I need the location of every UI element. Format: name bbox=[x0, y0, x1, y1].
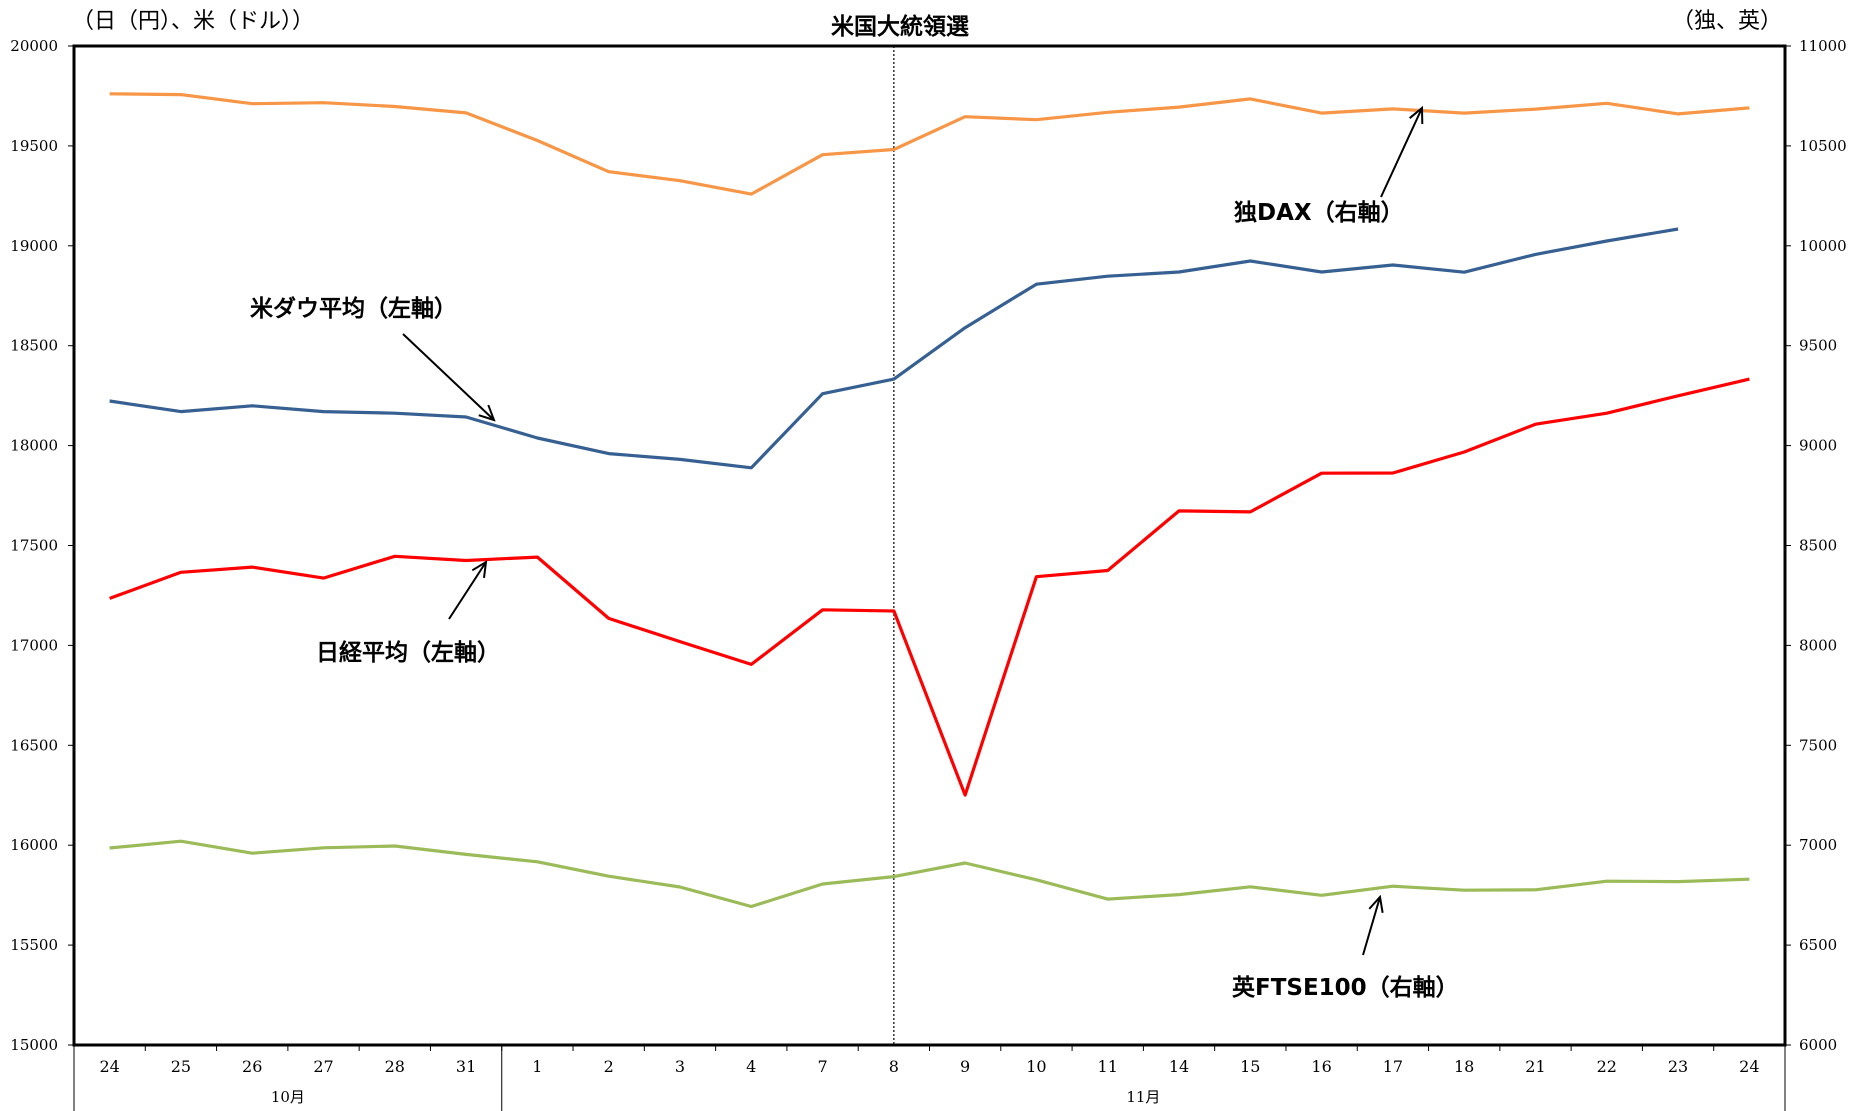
left-y-tick-label: 16000 bbox=[10, 836, 58, 854]
x-tick-label: 28 bbox=[385, 1057, 405, 1076]
nikkei-annotation-arrow-head bbox=[471, 560, 488, 578]
nikkei-line bbox=[109, 377, 1750, 797]
left-y-tick-label: 15500 bbox=[10, 936, 58, 954]
x-tick-label: 1 bbox=[532, 1057, 542, 1076]
dax-annotation-arrow bbox=[1380, 107, 1423, 198]
x-tick-label: 15 bbox=[1240, 1057, 1260, 1076]
left-y-tick-label: 19000 bbox=[10, 237, 58, 255]
x-tick-label: 17 bbox=[1383, 1057, 1403, 1076]
x-tick-label: 25 bbox=[171, 1057, 191, 1076]
dax-annotation-label: 独DAX（右軸） bbox=[1234, 199, 1404, 226]
dax-line bbox=[109, 92, 1750, 196]
right-y-tick-label: 10500 bbox=[1799, 137, 1847, 155]
right-y-tick-label: 8000 bbox=[1799, 636, 1837, 654]
x-tick-label: 10 bbox=[1026, 1057, 1046, 1076]
right-y-tick-label: 6500 bbox=[1799, 936, 1837, 954]
month-label: 11月 bbox=[1126, 1088, 1160, 1106]
right-y-tick-label: 7000 bbox=[1799, 836, 1837, 854]
x-tick-label: 14 bbox=[1169, 1057, 1189, 1076]
left-y-tick-label: 17000 bbox=[10, 636, 58, 654]
x-tick-label: 16 bbox=[1311, 1057, 1331, 1076]
x-tick-label: 22 bbox=[1597, 1057, 1617, 1076]
left-axis-unit-label: （日（円）、米（ドル）） bbox=[72, 9, 314, 34]
x-tick-label: 24 bbox=[1739, 1057, 1759, 1076]
x-tick-label: 4 bbox=[746, 1057, 756, 1076]
ftse-line bbox=[109, 839, 1750, 909]
right-y-tick-label: 10000 bbox=[1799, 237, 1847, 255]
dow-annotation-arrow-head bbox=[478, 404, 496, 422]
left-y-tick-label: 18500 bbox=[10, 337, 58, 355]
left-y-tick-label: 17500 bbox=[10, 537, 58, 555]
ftse-annotation-arrow bbox=[1362, 896, 1381, 956]
right-y-tick-label: 7500 bbox=[1799, 736, 1837, 754]
x-tick-label: 31 bbox=[456, 1057, 476, 1076]
x-tick-label: 7 bbox=[817, 1057, 827, 1076]
left-y-tick-label: 19500 bbox=[10, 137, 58, 155]
left-y-tick-label: 18000 bbox=[10, 437, 58, 455]
right-y-tick-label: 9000 bbox=[1799, 437, 1837, 455]
x-tick-label: 18 bbox=[1454, 1057, 1474, 1076]
x-tick-label: 9 bbox=[960, 1057, 970, 1076]
chart-title: 米国大統領選 bbox=[831, 13, 969, 40]
right-axis-unit-label: （独、英） bbox=[1672, 9, 1782, 34]
dow-annotation-label: 米ダウ平均（左軸） bbox=[250, 295, 457, 322]
nikkei-annotation-arrow bbox=[448, 561, 487, 620]
plot-area-border bbox=[72, 44, 1787, 1047]
x-tick-label: 21 bbox=[1525, 1057, 1545, 1076]
x-tick-label: 8 bbox=[889, 1057, 899, 1076]
x-tick-label: 24 bbox=[99, 1057, 119, 1076]
x-tick-label: 26 bbox=[242, 1057, 262, 1076]
x-tick-label: 11 bbox=[1098, 1057, 1118, 1076]
right-y-tick-label: 9500 bbox=[1799, 337, 1837, 355]
x-tick-label: 27 bbox=[313, 1057, 333, 1076]
dow-annotation-arrow bbox=[402, 333, 495, 421]
ftse-annotation-arrow-head bbox=[1368, 894, 1384, 913]
x-tick-label: 2 bbox=[604, 1057, 614, 1076]
dax-annotation-arrow-head bbox=[1409, 105, 1424, 125]
right-y-tick-label: 8500 bbox=[1799, 537, 1837, 555]
x-tick-label: 3 bbox=[675, 1057, 685, 1076]
right-y-tick-label: 6000 bbox=[1799, 1036, 1837, 1054]
ftse-annotation-label: 英FTSE100（右軸） bbox=[1232, 974, 1459, 1001]
left-y-tick-label: 16500 bbox=[10, 736, 58, 754]
month-label: 10月 bbox=[271, 1088, 305, 1106]
left-y-tick-label: 20000 bbox=[10, 37, 58, 55]
dow-line bbox=[109, 227, 1679, 470]
x-tick-label: 23 bbox=[1668, 1057, 1688, 1076]
nikkei-annotation-label: 日経平均（左軸） bbox=[316, 639, 500, 666]
right-y-tick-label: 11000 bbox=[1799, 37, 1847, 55]
left-y-tick-label: 15000 bbox=[10, 1036, 58, 1054]
